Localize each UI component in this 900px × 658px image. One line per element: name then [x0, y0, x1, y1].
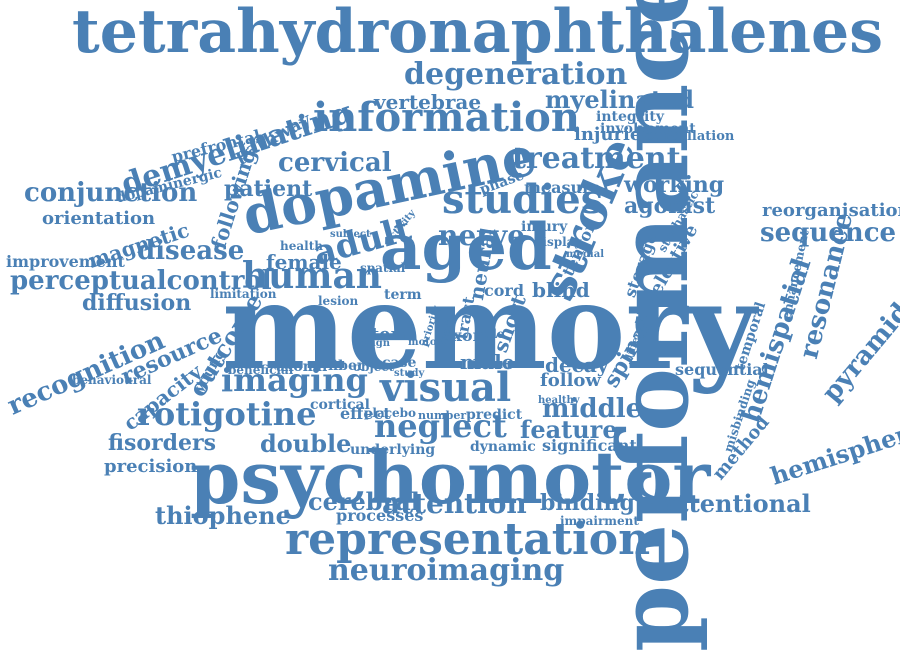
word-case: case	[382, 355, 417, 371]
word-tetrahydronaphthalenes: tetrahydronaphthalenes	[72, 0, 883, 67]
word-blind: blind	[532, 278, 590, 302]
word-medial: medial	[566, 249, 605, 260]
word-reorganisation: reorganisation	[762, 200, 900, 221]
word-subject: subject	[330, 229, 371, 240]
word-information: information	[313, 94, 580, 141]
word-hemisphere: hemisphere	[767, 414, 900, 491]
word-predict: predict	[466, 407, 523, 423]
word-thiophene: thiophene	[155, 501, 291, 530]
word-healthy: healthy	[538, 395, 580, 406]
word-injuries: injuries	[574, 124, 652, 145]
word-conjunction: conjunction	[24, 178, 198, 208]
word-spatial: spatial	[360, 261, 406, 275]
word-health: health	[280, 239, 323, 253]
word-cerebral: cerebral	[308, 487, 420, 516]
word-role: role	[478, 327, 505, 341]
word-working: working	[624, 172, 725, 198]
word-integrity: integrity	[596, 109, 664, 125]
word-item: item	[364, 324, 410, 345]
word-effect: effect	[340, 404, 391, 423]
word-neuroimaging: neuroimaging	[328, 553, 565, 588]
word-cortical: cortical	[310, 397, 370, 413]
word-cancellation: cancellation	[645, 129, 735, 144]
word-diffusion: diffusion	[82, 290, 192, 316]
word-cord: cord	[484, 281, 525, 300]
word-term: term	[384, 287, 422, 303]
word-degeneration: degeneration	[404, 57, 628, 92]
word-dynamic: dynamic	[470, 439, 536, 455]
word-cervical: cervical	[278, 148, 392, 178]
word-double: double	[260, 429, 352, 458]
word-visual: visual	[380, 364, 512, 411]
word-disease: disease	[137, 236, 245, 266]
word-binding: binding	[540, 490, 635, 516]
word-processes: processes	[336, 506, 424, 525]
word-beneficial: beneficial	[228, 363, 294, 377]
word-involvement: involvement	[600, 121, 696, 137]
word-lesion: lesion	[318, 294, 359, 308]
word-psychomotor: psychomotor	[190, 435, 711, 520]
word-middle: middle	[542, 394, 643, 424]
word-axon: axon	[442, 326, 485, 345]
word-patient: patient	[224, 176, 313, 202]
word-female: female	[266, 250, 342, 274]
word-precision: precision	[104, 456, 198, 477]
word-motor: motor	[408, 337, 442, 348]
word-underlying: underlying	[350, 442, 436, 458]
word-human: human	[242, 255, 382, 297]
word-agonist: agonist	[624, 193, 716, 219]
word-follow: follow	[540, 370, 601, 391]
word-myelinated: myelinated	[545, 85, 694, 114]
word-male: male	[460, 350, 515, 374]
word-fisorders: fisorders	[108, 430, 217, 456]
word-significant: significant	[542, 436, 637, 455]
word-limitation: limitation	[210, 287, 277, 301]
word-fiber: fiber	[328, 358, 365, 374]
word-sequence: sequence	[760, 218, 897, 248]
word-feature: feature	[520, 415, 618, 444]
word-study: study	[394, 368, 425, 379]
word-aged: aged	[380, 210, 552, 285]
word-design: design	[353, 338, 391, 349]
word-decay: decay	[545, 353, 609, 377]
word-vertebrae: vertebrae	[374, 90, 482, 114]
word-improvement: improvement	[6, 252, 125, 271]
word-attention: attention	[382, 487, 527, 520]
word-display: display	[534, 235, 582, 249]
word-memory: memory	[222, 257, 757, 396]
word-representation: representation	[285, 514, 651, 565]
word-perceptualcontrol: perceptualcontrol	[10, 266, 272, 296]
word-attentional: attentional	[662, 489, 811, 518]
word-nerve: nerve	[438, 219, 526, 252]
word-neglect: neglect	[374, 407, 507, 445]
word-studies: studies	[442, 176, 604, 223]
word-object: object	[353, 360, 395, 374]
word-placebo: placebo	[364, 406, 417, 420]
word-orientation: orientation	[42, 208, 156, 229]
word-axonal: axonal	[276, 359, 328, 375]
word-injury: injury	[521, 219, 568, 235]
word-sequential: sequential	[675, 360, 769, 379]
word-number: number	[418, 409, 467, 422]
word-rotigotine: rotigotine	[137, 395, 317, 433]
word-behavioural: behavioural	[72, 373, 152, 387]
word-treatment: treatment	[512, 141, 681, 176]
word-imaging: imaging	[221, 361, 368, 399]
word-measure: measure	[524, 178, 601, 197]
word-impairment: impairment	[560, 514, 639, 528]
